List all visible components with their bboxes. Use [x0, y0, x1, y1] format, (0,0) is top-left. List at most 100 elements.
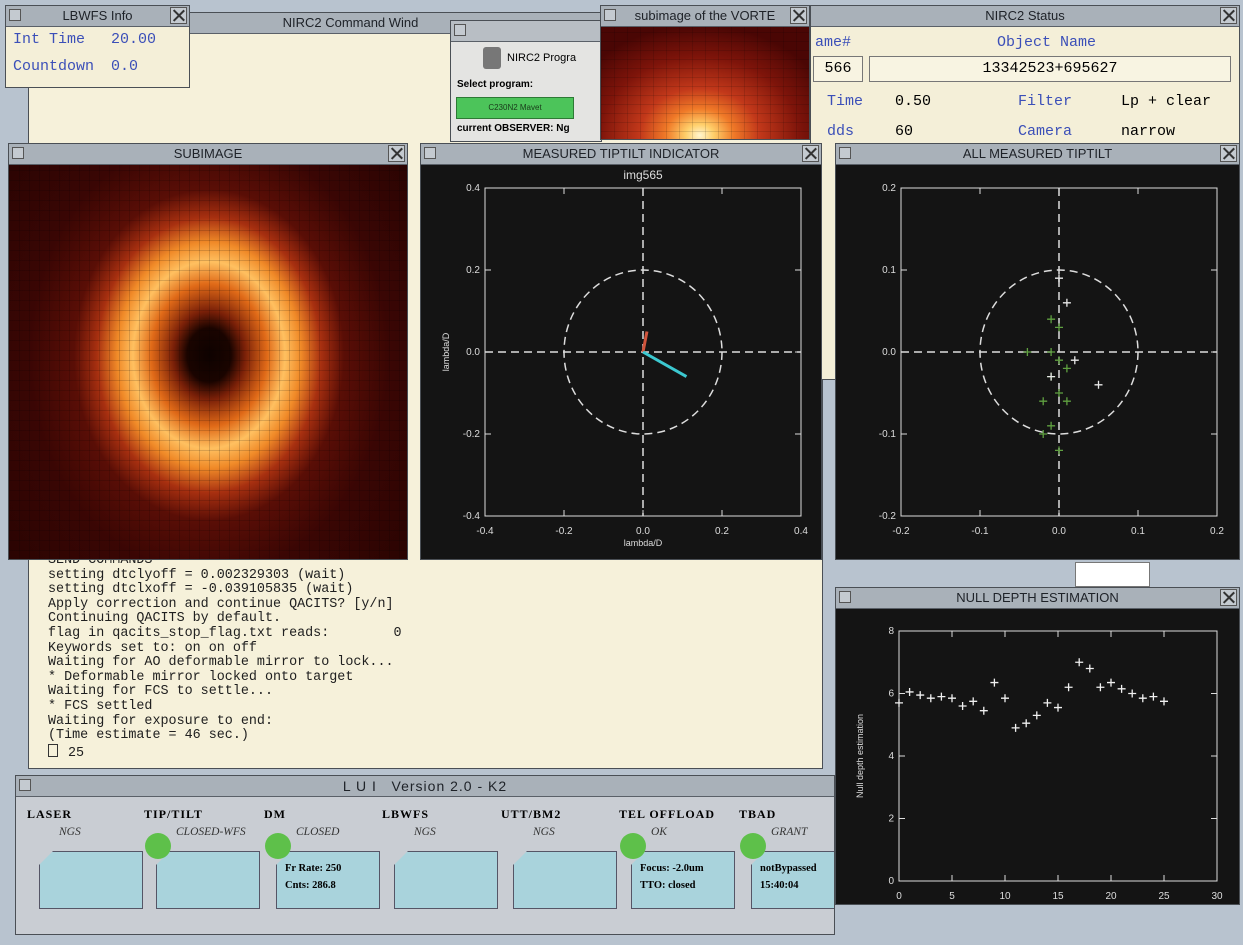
window-menu[interactable]	[454, 24, 466, 36]
field-value: 60	[895, 123, 914, 140]
window-menu[interactable]	[9, 9, 21, 21]
x-tick-label: 0.2	[1210, 526, 1224, 537]
object-name: 13342523+695627	[869, 56, 1231, 82]
data-point	[1047, 421, 1056, 430]
field-value: 0.50	[895, 93, 932, 110]
status-box	[156, 851, 260, 909]
subsystem-name: LASER	[27, 807, 73, 821]
x-tick-label: 0.0	[1052, 526, 1066, 537]
status-box	[39, 851, 143, 909]
program-icon	[483, 47, 501, 69]
column-header: ame#	[815, 34, 852, 51]
reference-circle	[979, 269, 1139, 435]
data-point	[1054, 703, 1062, 712]
data-point	[1001, 694, 1009, 703]
program-button[interactable]: C230N2 Mavet	[456, 97, 574, 119]
all-tiptilt-chart: -0.2 -0.1 0.0 0.1 0.2 -0.2 -0.1 0.0 0.1 0.2	[879, 183, 1225, 537]
title-bar: L U I Version 2.0 - K2	[16, 776, 834, 797]
window-title: subimage of the VORTE	[634, 8, 776, 23]
data-point	[1062, 364, 1071, 373]
tiptilt-vector	[642, 350, 688, 378]
x-tick-label: -0.1	[971, 526, 989, 537]
close-button[interactable]	[790, 7, 807, 24]
data-point	[1062, 397, 1071, 406]
y-tick-label: 0.1	[882, 265, 896, 276]
terminal-line: Apply correction and continue QACITS? [y…	[48, 596, 394, 612]
data-point	[1096, 683, 1105, 692]
y-tick-label: 0.0	[882, 347, 896, 358]
data-point	[1039, 397, 1048, 406]
data-point	[1117, 684, 1126, 693]
data-point	[1055, 323, 1063, 332]
window-menu[interactable]	[604, 9, 616, 21]
x-tick-label: -0.2	[555, 526, 573, 537]
window-menu[interactable]	[839, 147, 851, 159]
subimage-window: SUBIMAGE	[8, 143, 408, 560]
x-tick-label: 30	[1211, 891, 1223, 902]
window-title: SUBIMAGE	[173, 146, 243, 161]
tiptilt-window: MEASURED TIPTILT INDICATOR -0.4 -0.2 0.0 0.…	[420, 143, 822, 560]
subsystem-name: TIP/TILT	[144, 807, 203, 821]
frame-number: 566	[813, 56, 863, 82]
y-tick-label: -0.2	[879, 511, 897, 522]
subsystem-name: LBWFS	[382, 807, 430, 821]
status-line: 15:40:04	[760, 880, 799, 891]
subsystem-name: TEL OFFLOAD	[619, 807, 716, 821]
tiptilt-chart: -0.4 -0.2 0.0 0.2 0.4 -0.4 -0.2 0.0 0.2 0.4 img565…	[441, 168, 808, 548]
field-value: 20.00	[111, 31, 157, 48]
y-tick-label: -0.1	[879, 429, 897, 440]
x-tick-label: 20	[1105, 891, 1117, 902]
close-button[interactable]	[1220, 589, 1237, 606]
title-bar: MEASURED TIPTILT INDICATOR	[421, 144, 821, 165]
terminal-line: Waiting for exposure to end:	[48, 713, 273, 729]
lbwfs-info-window: LBWFS Info Int Time 20.00 Countdown 0.0	[5, 5, 190, 88]
x-tick-label: 0	[896, 891, 902, 902]
vortex-image	[601, 27, 809, 139]
title-bar	[451, 21, 601, 42]
y-tick-label: 0.0	[466, 347, 480, 358]
program-window: NIRC2 Progra Select program: C230N2 Mave…	[450, 20, 602, 142]
data-point	[916, 691, 925, 700]
data-point	[979, 706, 988, 715]
title-bar: NIRC2 Status	[811, 6, 1239, 27]
data-point	[1062, 298, 1071, 307]
data-point	[1055, 389, 1063, 397]
data-point	[905, 687, 914, 696]
close-button[interactable]	[170, 7, 187, 24]
terminal-line: flag in qacits_stop_flag.txt reads: 0	[48, 625, 402, 641]
window-menu[interactable]	[19, 779, 31, 791]
terminal-line: (Time estimate = 46 sec.)	[48, 728, 249, 744]
window-title: L U I Version 2.0 - K2	[342, 778, 508, 794]
prompt-value: 25	[68, 746, 85, 761]
terminal-line: setting dtclxoff = -0.039105835 (wait)	[48, 582, 354, 598]
x-tick-label: 0.0	[636, 526, 650, 537]
all-tiptilt-window: ALL MEASURED TIPTILT -0.2 -0.1 0.0 0.1 0.2 -0…	[835, 143, 1240, 560]
data-point	[937, 692, 946, 701]
window-menu[interactable]	[839, 591, 851, 603]
close-button[interactable]	[388, 145, 405, 162]
window-menu[interactable]	[424, 147, 436, 159]
close-button[interactable]	[1220, 145, 1237, 162]
field-label: Filter	[1018, 93, 1073, 110]
field-label: Time	[827, 93, 864, 110]
x-axis-label: #image	[1043, 903, 1073, 904]
null-depth-window: NULL DEPTH ESTIMATION 0 5 10 15 20 25 30 0 2 4 6 8 #…	[835, 587, 1240, 905]
field-value: narrow	[1121, 123, 1176, 140]
data-point	[1039, 430, 1048, 438]
data-point	[1055, 446, 1063, 455]
y-tick-label: -0.2	[463, 429, 481, 440]
subsystem-name: TBAD	[739, 807, 777, 821]
close-button[interactable]	[802, 145, 819, 162]
terminal-line: setting dtclyoff = 0.002329303 (wait)	[48, 567, 346, 583]
data-point	[1160, 697, 1168, 706]
window-menu[interactable]	[12, 147, 24, 159]
data-point	[1094, 380, 1103, 389]
window-title: LBWFS Info	[62, 8, 133, 23]
x-tick-label: 5	[949, 891, 955, 902]
data-point	[1070, 356, 1079, 365]
subsystem-status: OK	[651, 826, 667, 838]
close-button[interactable]	[1220, 7, 1237, 24]
data-point	[1047, 348, 1056, 356]
null-depth-chart: 0 5 10 15 20 25 30 0 2 4 6 8 #image Null depth estima…	[855, 626, 1223, 904]
